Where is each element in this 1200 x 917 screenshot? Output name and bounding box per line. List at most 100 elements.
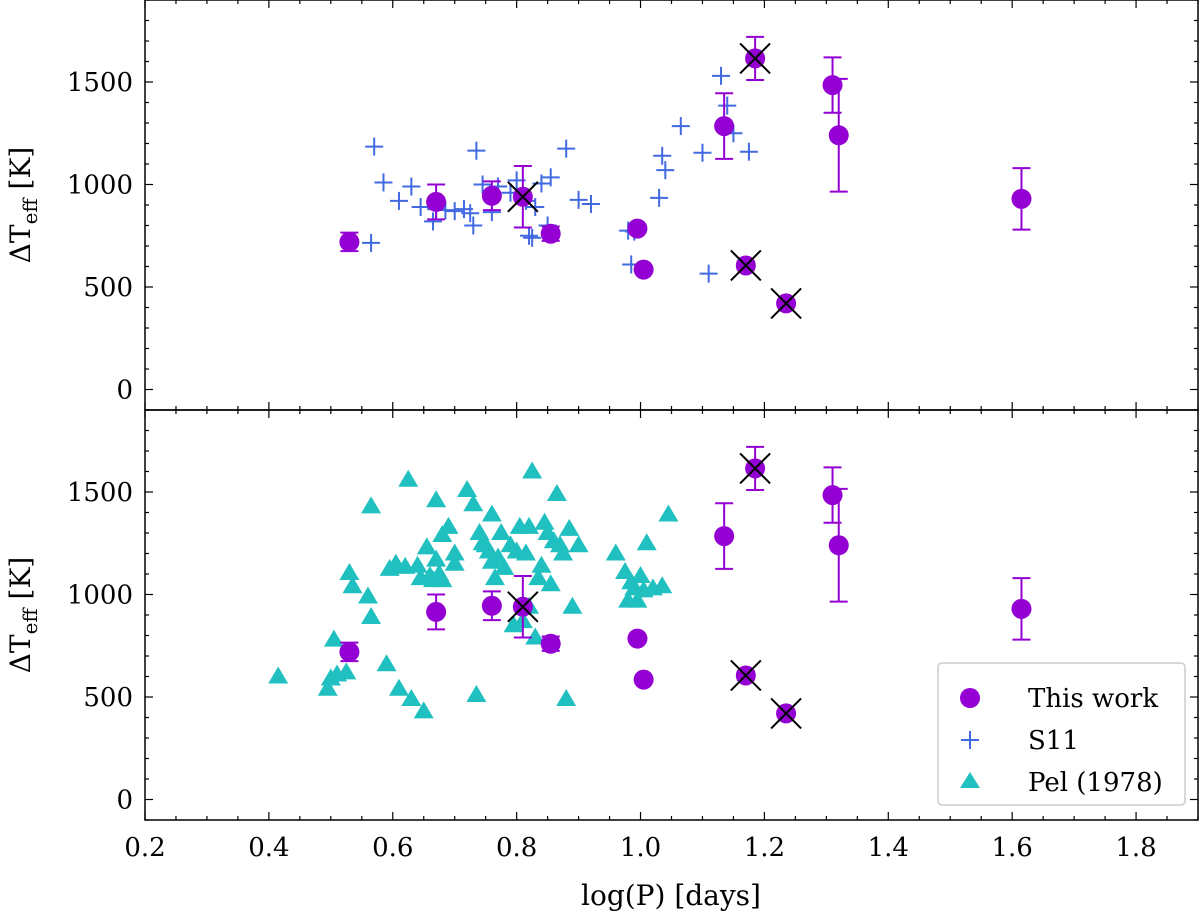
s11-point xyxy=(389,191,408,210)
pel-point xyxy=(553,543,574,561)
flag-cross xyxy=(730,249,762,282)
this-work-point xyxy=(339,641,360,662)
s11-point xyxy=(671,117,690,136)
legend-pel-label: Pel (1978) xyxy=(1028,768,1163,798)
pel-point xyxy=(528,568,549,586)
s11-point xyxy=(445,202,464,221)
top-panel-frame xyxy=(144,0,1199,411)
pel-point xyxy=(481,504,502,522)
pel-point xyxy=(426,549,447,567)
s11-point xyxy=(718,96,737,115)
pel-point xyxy=(416,537,437,555)
pel-point xyxy=(438,516,459,534)
marks-layer xyxy=(268,35,1032,730)
y-axis-label-sub: eff xyxy=(18,197,42,225)
s11-point xyxy=(693,143,712,162)
pel-point xyxy=(534,512,555,530)
y-axis-label-top: ΔTeff [K] xyxy=(4,147,42,264)
x-tick-label: 0.8 xyxy=(496,833,537,863)
this-work-point xyxy=(481,185,502,206)
legend-this-work-label: This work xyxy=(1028,684,1158,714)
s11-point xyxy=(581,194,600,213)
y-axis-label-bottom: ΔTeff [K] xyxy=(4,557,42,674)
pel-point xyxy=(463,494,484,512)
pel-point xyxy=(559,518,580,536)
flag-cross xyxy=(770,697,802,730)
pel-point xyxy=(357,586,378,604)
s11-point xyxy=(365,137,384,156)
legend-pel-marker xyxy=(960,772,980,788)
pel-point xyxy=(556,689,577,707)
pel-point xyxy=(636,533,657,551)
y-tick-label: 0 xyxy=(116,786,133,816)
this-work-point xyxy=(540,633,561,654)
pel-point xyxy=(469,523,490,540)
this-work-point xyxy=(714,116,735,137)
axes-layer: 0 500 1000 1500 0 500 1000 1500 0.2 0.4 0.6 0.8 1.0 1… xyxy=(67,0,1199,863)
this-work-point xyxy=(627,628,648,649)
pel-point xyxy=(398,469,419,487)
s11-point xyxy=(520,226,539,245)
flag-cross xyxy=(730,659,762,692)
y-tick-label: 1500 xyxy=(67,68,133,98)
pel-point xyxy=(627,590,648,608)
s11-point xyxy=(569,190,588,209)
pel-point xyxy=(652,576,673,594)
pel-point xyxy=(457,479,478,497)
pel-point xyxy=(531,555,552,573)
this-work-point xyxy=(822,75,843,96)
s11-point xyxy=(411,198,430,217)
pel-point xyxy=(268,666,289,684)
pel-point xyxy=(376,654,397,672)
legend: This work S11 Pel (1978) xyxy=(937,662,1186,806)
y-axis-label-sub: eff xyxy=(18,607,42,635)
this-work-point xyxy=(627,218,648,239)
this-work-point xyxy=(714,526,735,547)
this-work-point xyxy=(1011,188,1032,209)
s11-point xyxy=(739,142,758,161)
pel-point xyxy=(525,627,546,645)
s11-point xyxy=(424,212,443,231)
pel-point xyxy=(413,701,434,719)
pel-point xyxy=(540,574,561,592)
s11-point xyxy=(402,177,421,196)
this-work-point xyxy=(633,669,654,690)
x-tick-label: 0.6 xyxy=(372,833,413,863)
x-tick-label: 1.0 xyxy=(620,833,661,863)
y-tick-label: 1000 xyxy=(67,581,133,611)
x-tick-label: 0.2 xyxy=(124,833,165,863)
pel-point xyxy=(426,490,447,508)
this-work-point xyxy=(822,485,843,506)
pel-point xyxy=(407,555,428,573)
pel-point xyxy=(522,461,543,479)
s11-point xyxy=(653,146,672,165)
s11-point xyxy=(374,173,393,192)
pel-point xyxy=(484,568,505,586)
pel-point xyxy=(466,684,487,702)
flag-cross xyxy=(507,181,539,213)
flag-cross xyxy=(739,42,771,75)
y-tick-label: 500 xyxy=(83,683,133,713)
this-work-point xyxy=(426,191,447,212)
y-tick-label: 1000 xyxy=(67,171,133,201)
y-tick-label: 0 xyxy=(116,376,133,406)
pel-point xyxy=(323,629,344,647)
pel-point xyxy=(339,562,360,580)
pel-point xyxy=(630,566,651,584)
pel-point xyxy=(444,553,465,571)
pel-point xyxy=(317,678,338,696)
s11-point xyxy=(526,198,545,217)
x-tick-label: 0.4 xyxy=(248,833,289,863)
this-work-point xyxy=(481,595,502,616)
this-work-point xyxy=(633,259,654,280)
x-tick-label: 1.2 xyxy=(744,833,785,863)
pel-point xyxy=(336,662,357,680)
flag-cross xyxy=(507,591,539,623)
pel-point xyxy=(361,496,382,514)
pel-point xyxy=(494,557,515,575)
s11-point xyxy=(461,204,480,223)
pel-point xyxy=(568,535,589,553)
pel-point xyxy=(515,543,536,561)
pel-point xyxy=(658,504,679,522)
